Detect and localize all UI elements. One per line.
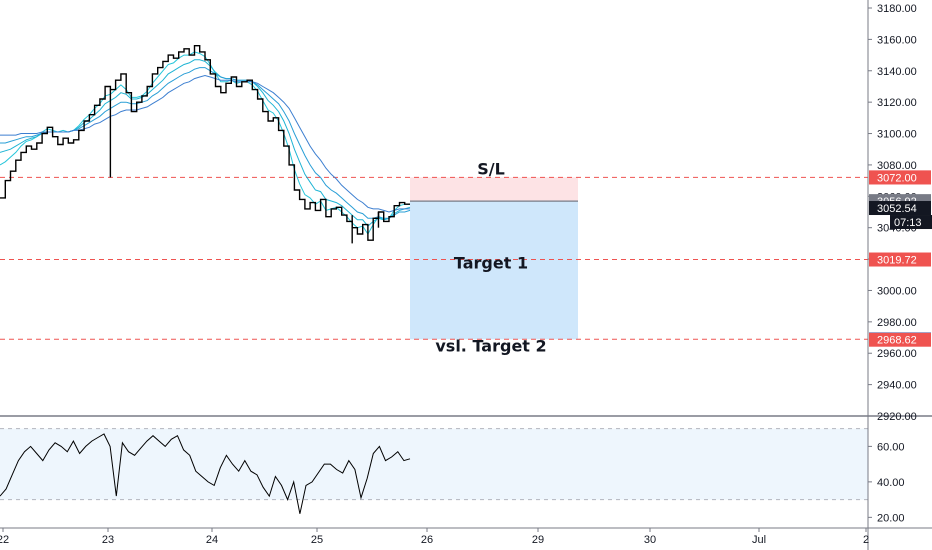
rsi-tick-label: 40.00 <box>877 477 905 489</box>
time-tick-label: 23 <box>102 534 114 546</box>
time-tick-label: 25 <box>311 534 323 546</box>
position-box-group[interactable] <box>410 177 578 340</box>
ema-line <box>0 74 410 213</box>
price-tick-label: 2980.00 <box>877 317 917 329</box>
time-tick-label: 26 <box>421 534 433 546</box>
time-tick-label: 29 <box>532 534 544 546</box>
price-tick-label: 2920.00 <box>877 411 917 423</box>
price-tick-label: 3080.00 <box>877 160 917 172</box>
target-zone[interactable] <box>410 201 578 340</box>
rsi-tick-label: 20.00 <box>877 512 905 524</box>
rsi-band-group <box>0 428 868 501</box>
price-tick-label: 3120.00 <box>877 97 917 109</box>
price-tags-group: 3072.103019.722968.873072.003056.923052.… <box>869 170 932 347</box>
price-tick-label: 3140.00 <box>877 66 917 78</box>
time-tick-label: 24 <box>206 534 218 546</box>
rsi-line <box>0 433 411 514</box>
annotation-label: vsl. Target 2 <box>435 337 546 356</box>
price-tag-label: 3052.54 <box>877 203 917 215</box>
price-tag <box>869 170 931 185</box>
annotation-label: S/L <box>477 159 505 178</box>
price-tick-label: 3160.00 <box>877 34 917 46</box>
price-tag-label: 2968.62 <box>877 335 917 347</box>
time-tick-label: 2 <box>863 534 869 546</box>
rsi-band <box>0 428 868 500</box>
countdown-tag <box>890 215 932 230</box>
price-tag <box>869 201 931 216</box>
rsi-line-group <box>0 433 411 514</box>
rsi-tick-label: 60.00 <box>877 441 905 453</box>
price-tick-label: 2960.00 <box>877 348 917 360</box>
price-tick-label: 3180.00 <box>877 3 917 15</box>
price-line <box>0 45 410 241</box>
annotations-group: S/L Target 1 vsl. Target 2 <box>435 159 546 355</box>
annotation-label: Target 1 <box>454 253 528 272</box>
stop-loss-zone[interactable] <box>410 177 578 202</box>
price-tick-label: 3100.00 <box>877 129 917 141</box>
price-tag-label: 3072.00 <box>877 172 917 184</box>
time-tick-label: 22 <box>0 534 9 546</box>
time-tick-label: 30 <box>644 534 656 546</box>
time-tick-label: Jul <box>752 534 766 546</box>
price-tag <box>869 252 931 267</box>
price-tag-label: 3019.72 <box>877 255 917 267</box>
price-series-group <box>0 45 410 244</box>
price-tick-label: 2940.00 <box>877 380 917 392</box>
price-tick-label: 3000.00 <box>877 285 917 297</box>
price-tag <box>869 332 931 347</box>
countdown-label: 07:13 <box>894 217 922 229</box>
horizontal-lines-group[interactable] <box>0 176 868 340</box>
